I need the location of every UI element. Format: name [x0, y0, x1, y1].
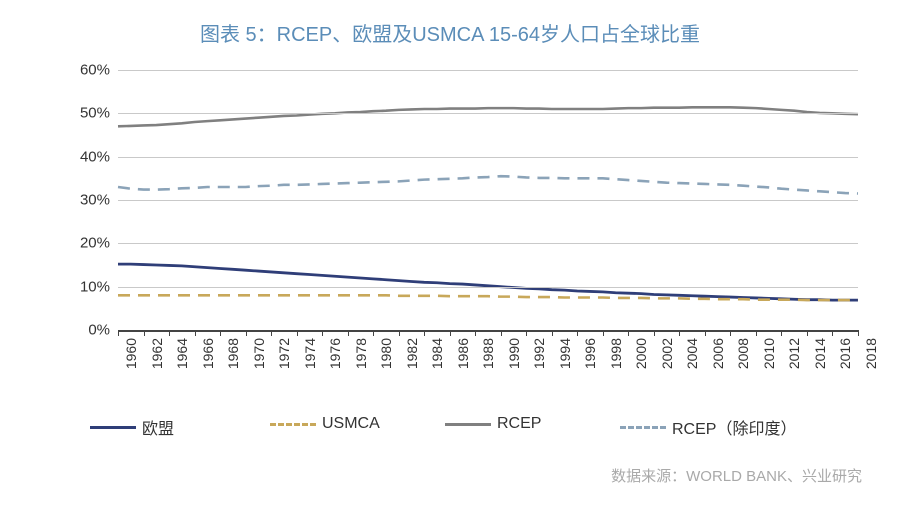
chart-title: 图表 5：RCEP、欧盟及USMCA 15-64岁人口占全球比重 [0, 0, 900, 47]
x-axis-label: 1996 [582, 338, 598, 369]
x-tick [475, 330, 476, 336]
x-axis-label: 1974 [302, 338, 318, 369]
x-axis-label: 2004 [684, 338, 700, 369]
grid-line [118, 157, 858, 158]
x-tick [832, 330, 833, 336]
x-axis-label: 1984 [429, 338, 445, 369]
grid-line [118, 243, 858, 244]
x-axis-label: 1968 [225, 338, 241, 369]
series-rcep [118, 107, 858, 126]
x-tick [297, 330, 298, 336]
x-tick [730, 330, 731, 336]
source-text: 数据来源：WORLD BANK、兴业研究 [611, 465, 862, 486]
x-axis-label: 1990 [506, 338, 522, 369]
x-tick [628, 330, 629, 336]
x-axis-label: 1982 [404, 338, 420, 369]
x-tick [399, 330, 400, 336]
legend-swatch [270, 423, 316, 426]
series-rcep_ex_india [118, 176, 858, 193]
x-tick [118, 330, 119, 336]
x-axis-label: 2000 [633, 338, 649, 369]
x-tick [807, 330, 808, 336]
x-axis-label: 1972 [276, 338, 292, 369]
x-axis-label: 2018 [863, 338, 879, 369]
source-label: 数据来源：WORLD BANK、兴业研究 [611, 468, 862, 485]
x-tick [348, 330, 349, 336]
y-axis-label: 0% [66, 322, 110, 339]
x-tick [271, 330, 272, 336]
x-axis-label: 1960 [123, 338, 139, 369]
x-axis-label: 1980 [378, 338, 394, 369]
legend-label: 欧盟 [142, 415, 174, 439]
x-axis-label: 1966 [200, 338, 216, 369]
x-tick [679, 330, 680, 336]
x-tick [858, 330, 859, 336]
x-tick [705, 330, 706, 336]
y-axis-label: 60% [66, 62, 110, 79]
x-tick [756, 330, 757, 336]
x-tick [552, 330, 553, 336]
legend-swatch [445, 423, 491, 426]
legend-item-usmca: USMCA [270, 415, 380, 433]
grid-line [118, 200, 858, 201]
legend-swatch [620, 426, 666, 429]
x-tick [169, 330, 170, 336]
x-axis-label: 2014 [812, 338, 828, 369]
x-tick [220, 330, 221, 336]
legend-item-eu: 欧盟 [90, 415, 174, 439]
y-axis-label: 50% [66, 105, 110, 122]
legend-item-rcep_ex_india: RCEP（除印度） [620, 415, 796, 439]
x-axis-label: 1998 [608, 338, 624, 369]
x-axis-label: 2012 [786, 338, 802, 369]
grid-line [118, 113, 858, 114]
legend-swatch [90, 426, 136, 429]
x-axis-label: 1962 [149, 338, 165, 369]
y-axis-label: 10% [66, 278, 110, 295]
plot-area: 0%10%20%30%40%50%60%19601962196419661968… [118, 70, 858, 332]
legend-item-rcep: RCEP [445, 415, 541, 433]
x-axis-label: 1986 [455, 338, 471, 369]
x-axis-label: 1988 [480, 338, 496, 369]
y-axis-label: 20% [66, 235, 110, 252]
x-axis-label: 1964 [174, 338, 190, 369]
x-tick [373, 330, 374, 336]
x-axis-label: 2016 [837, 338, 853, 369]
x-tick [195, 330, 196, 336]
x-tick [781, 330, 782, 336]
x-tick [450, 330, 451, 336]
x-axis-label: 2008 [735, 338, 751, 369]
x-tick [501, 330, 502, 336]
x-tick [246, 330, 247, 336]
chart-title-text: 图表 5：RCEP、欧盟及USMCA 15-64岁人口占全球比重 [200, 24, 700, 46]
x-axis-label: 2002 [659, 338, 675, 369]
x-tick [526, 330, 527, 336]
x-axis-label: 1992 [531, 338, 547, 369]
x-axis-label: 2006 [710, 338, 726, 369]
legend-label: RCEP [497, 415, 541, 433]
chart-area: 0%10%20%30%40%50%60%19601962196419661968… [70, 70, 860, 370]
x-axis-label: 1994 [557, 338, 573, 369]
legend-label: RCEP（除印度） [672, 415, 796, 439]
x-axis-label: 1970 [251, 338, 267, 369]
grid-line [118, 70, 858, 71]
grid-line [118, 287, 858, 288]
x-tick [603, 330, 604, 336]
x-axis-label: 1976 [327, 338, 343, 369]
x-tick [654, 330, 655, 336]
x-axis-label: 1978 [353, 338, 369, 369]
x-tick [144, 330, 145, 336]
y-axis-label: 30% [66, 192, 110, 209]
legend-label: USMCA [322, 415, 380, 433]
y-axis-label: 40% [66, 148, 110, 165]
x-tick [424, 330, 425, 336]
x-axis-label: 2010 [761, 338, 777, 369]
x-tick [577, 330, 578, 336]
x-tick [322, 330, 323, 336]
